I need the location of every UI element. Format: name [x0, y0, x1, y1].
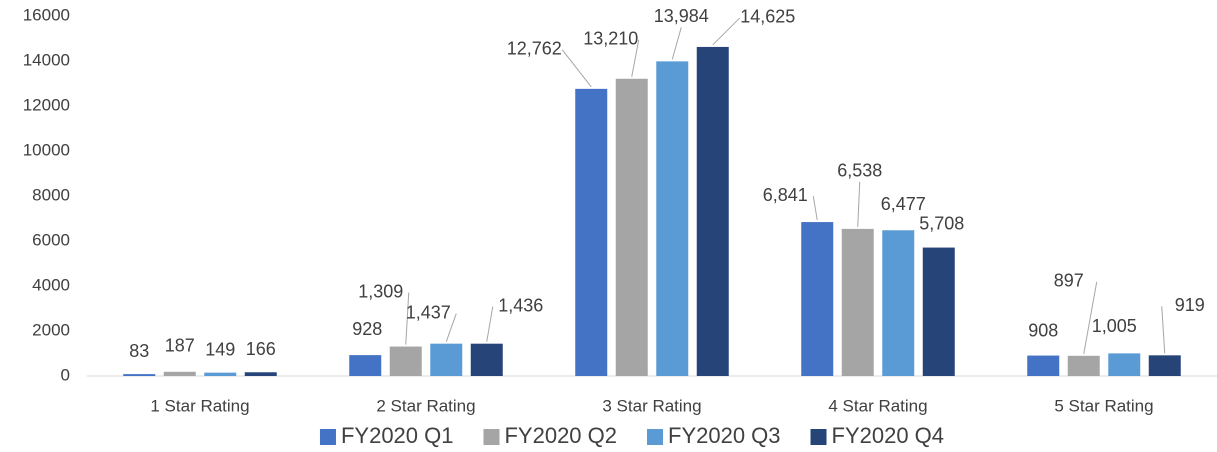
x-tick-label: 2 Star Rating: [376, 396, 475, 415]
y-tick-label: 8000: [32, 185, 70, 204]
y-tick-label: 6000: [32, 230, 70, 249]
value-label: 12,762: [507, 39, 562, 59]
bar: [615, 78, 648, 377]
bar: [575, 88, 608, 376]
legend-swatch: [647, 429, 663, 445]
bar: [204, 372, 237, 376]
leader-line: [812, 195, 818, 221]
value-label: 5,708: [919, 213, 964, 233]
value-label: 1,436: [498, 295, 543, 315]
bar: [430, 343, 463, 376]
leader-line: [1161, 306, 1166, 354]
y-tick-label: 4000: [32, 275, 70, 294]
value-label: 13,984: [654, 6, 709, 26]
legend-label: FY2020 Q2: [504, 423, 617, 448]
y-tick-label: 0: [61, 365, 70, 384]
legend-label: FY2020 Q4: [832, 423, 945, 448]
value-label: 908: [1028, 320, 1058, 340]
leader-line: [405, 292, 410, 345]
value-label: 149: [205, 339, 235, 359]
leader-line: [671, 27, 682, 60]
y-tick-label: 16000: [23, 5, 70, 24]
bar: [123, 374, 156, 376]
bar: [1108, 353, 1141, 376]
value-label: 14,625: [740, 7, 795, 27]
leader-line: [1083, 281, 1098, 354]
value-label: 6,538: [837, 161, 882, 181]
value-label: 6,841: [763, 185, 808, 205]
leader-line: [486, 306, 494, 342]
value-label: 1,437: [406, 302, 451, 322]
bar: [1027, 355, 1060, 376]
x-tick-label: 4 Star Rating: [828, 396, 927, 415]
value-label: 897: [1054, 271, 1084, 291]
value-label: 1,309: [358, 281, 403, 301]
bar: [841, 228, 874, 376]
value-label: 187: [165, 336, 195, 356]
x-tick-label: 5 Star Rating: [1054, 396, 1153, 415]
legend-label: FY2020 Q1: [341, 423, 454, 448]
legend-swatch: [810, 429, 827, 445]
leader-line: [445, 313, 457, 342]
legend-label: FY2020 Q3: [668, 423, 781, 448]
y-tick-label: 14000: [23, 50, 70, 69]
bar: [389, 346, 422, 376]
value-label: 6,477: [881, 194, 926, 214]
leader-line: [561, 49, 592, 88]
leader-line: [631, 39, 640, 77]
bar: [801, 222, 834, 376]
bar: [696, 46, 729, 376]
bar: [244, 372, 277, 376]
y-tick-label: 10000: [23, 140, 70, 159]
value-label: 166: [246, 339, 276, 359]
value-label: 13,210: [583, 29, 638, 49]
leader-line: [857, 181, 861, 227]
leader-line: [712, 17, 741, 46]
value-label: 928: [352, 319, 382, 339]
x-tick-label: 3 Star Rating: [602, 396, 701, 415]
bar: [882, 230, 915, 376]
value-label: 1,005: [1092, 316, 1137, 336]
bar: [163, 371, 196, 376]
value-label: 919: [1175, 295, 1205, 315]
legend-swatch: [483, 429, 500, 445]
bar: [922, 247, 955, 376]
legend-swatch: [319, 429, 336, 445]
bar: [470, 343, 503, 376]
value-label: 83: [129, 341, 149, 361]
bar: [1067, 355, 1100, 376]
bar: [349, 355, 382, 376]
bar: [656, 61, 689, 377]
bar: [1148, 355, 1181, 376]
x-tick-label: 1 Star Rating: [150, 396, 249, 415]
y-tick-label: 2000: [32, 320, 70, 339]
y-tick-label: 12000: [23, 95, 70, 114]
